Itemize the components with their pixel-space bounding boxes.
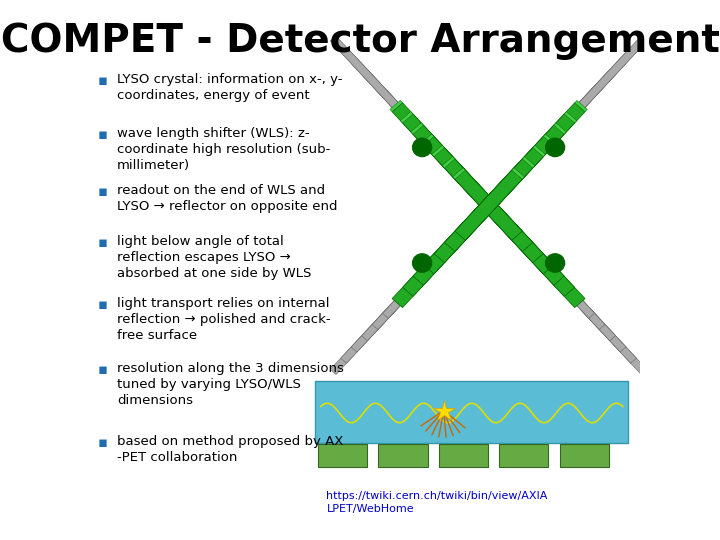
Polygon shape — [564, 112, 577, 123]
Polygon shape — [434, 125, 564, 262]
Bar — [379, 444, 428, 467]
Polygon shape — [392, 170, 522, 308]
Bar — [315, 381, 629, 443]
Polygon shape — [382, 92, 647, 375]
Polygon shape — [361, 58, 626, 341]
Polygon shape — [413, 125, 543, 262]
Text: ▪: ▪ — [97, 435, 107, 450]
Text: ▪: ▪ — [97, 127, 107, 142]
Polygon shape — [361, 70, 626, 352]
Polygon shape — [522, 157, 535, 168]
Polygon shape — [554, 123, 567, 134]
Polygon shape — [423, 137, 554, 274]
Polygon shape — [392, 103, 522, 240]
Polygon shape — [423, 137, 554, 274]
Bar — [318, 444, 367, 467]
Text: resolution along the 3 dimensions
tuned by varying LYSO/WLS
dimensions: resolution along the 3 dimensions tuned … — [117, 362, 343, 407]
Text: readout on the end of WLS and
LYSO → reflector on opposite end: readout on the end of WLS and LYSO → ref… — [117, 184, 337, 213]
Circle shape — [546, 254, 564, 272]
Polygon shape — [455, 170, 585, 308]
Polygon shape — [434, 148, 564, 285]
Bar — [499, 444, 549, 467]
Text: ▪: ▪ — [97, 73, 107, 88]
Polygon shape — [453, 168, 465, 179]
Text: COMPET - Detector Arrangement: COMPET - Detector Arrangement — [1, 22, 719, 59]
Polygon shape — [372, 47, 636, 329]
Polygon shape — [444, 159, 575, 296]
Polygon shape — [390, 100, 402, 112]
Text: ▪: ▪ — [97, 362, 107, 377]
Text: light transport relies on internal
reflection → polished and crack-
free surface: light transport relies on internal refle… — [117, 297, 330, 342]
Text: https://twiki.cern.ch/twiki/bin/view/AXIA
LPET/WebHome: https://twiki.cern.ch/twiki/bin/view/AXI… — [326, 491, 548, 514]
Bar — [438, 444, 488, 467]
Polygon shape — [442, 157, 455, 168]
Polygon shape — [455, 103, 585, 240]
Polygon shape — [421, 134, 434, 145]
Polygon shape — [341, 47, 605, 329]
Bar — [559, 444, 609, 467]
Polygon shape — [382, 36, 647, 318]
Text: ▪: ▪ — [97, 184, 107, 199]
Text: wave length shifter (WLS): z-
coordinate high resolution (sub-
millimeter): wave length shifter (WLS): z- coordinate… — [117, 127, 330, 172]
Text: ▪: ▪ — [97, 297, 107, 312]
Polygon shape — [351, 70, 616, 352]
Polygon shape — [544, 134, 556, 145]
Polygon shape — [444, 114, 575, 252]
Polygon shape — [402, 159, 533, 296]
Polygon shape — [575, 100, 588, 112]
Polygon shape — [330, 36, 595, 318]
Circle shape — [413, 254, 431, 272]
Polygon shape — [432, 145, 444, 157]
Polygon shape — [512, 168, 524, 179]
Circle shape — [546, 138, 564, 157]
Text: LYSO crystal: information on x-, y-
coordinates, energy of event: LYSO crystal: information on x-, y- coor… — [117, 73, 342, 102]
Polygon shape — [402, 114, 533, 252]
Circle shape — [413, 138, 431, 157]
Polygon shape — [413, 148, 543, 285]
Polygon shape — [351, 58, 616, 341]
Polygon shape — [411, 123, 423, 134]
Polygon shape — [330, 92, 595, 375]
Polygon shape — [372, 81, 636, 363]
Polygon shape — [533, 145, 546, 157]
Text: ▪: ▪ — [97, 235, 107, 250]
Text: light below angle of total
reflection escapes LYSO →
absorbed at one side by WLS: light below angle of total reflection es… — [117, 235, 311, 280]
Polygon shape — [341, 81, 605, 363]
Polygon shape — [400, 112, 413, 123]
Text: based on method proposed by AX
-PET collaboration: based on method proposed by AX -PET coll… — [117, 435, 343, 464]
